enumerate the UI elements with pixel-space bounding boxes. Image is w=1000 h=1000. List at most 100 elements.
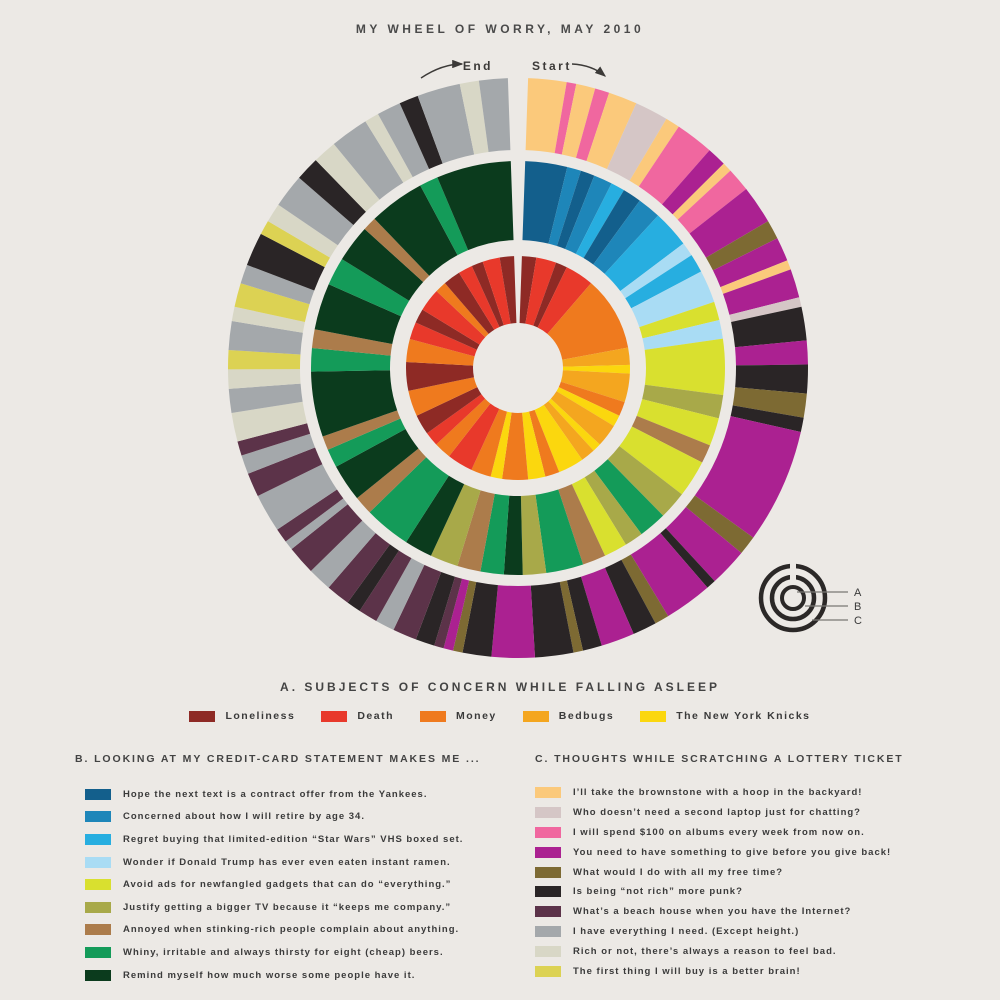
color-swatch (85, 924, 111, 936)
legend-item: Remind myself how much worse some people… (85, 964, 530, 987)
ring-C-segment (554, 82, 577, 155)
ring-C-segment (629, 118, 679, 187)
ring-C-segment (228, 321, 303, 355)
ring-B-segment (503, 495, 523, 576)
ring-B-segment (520, 494, 547, 575)
color-swatch (85, 833, 111, 845)
legend-b: B. LOOKING AT MY CREDIT-CARD STATEMENT M… (75, 753, 530, 987)
ring-A-segment (560, 370, 630, 403)
ring-A-segment (416, 387, 482, 434)
color-swatch (85, 811, 111, 823)
color-swatch (535, 826, 561, 838)
ring-B-segment (420, 177, 469, 256)
legend-item: Who doesn’t need a second laptop just fo… (535, 803, 980, 823)
ring-B-segment (619, 426, 703, 495)
ring-B-segment (556, 170, 595, 250)
legend-label: Remind myself how much worse some people… (123, 969, 416, 981)
ring-B-segment (631, 271, 715, 328)
ring-B-segment (374, 185, 458, 276)
color-swatch (535, 925, 561, 937)
ring-B-segment (457, 490, 495, 572)
ring-C-segment (399, 95, 443, 169)
legend-item: Death (321, 710, 394, 722)
ring-A-segment (534, 404, 583, 473)
ring-A-segment (519, 256, 537, 324)
ring-B-segment (369, 457, 449, 543)
ring-C-segment (677, 170, 747, 234)
color-swatch (85, 946, 111, 958)
page-title: MY WHEEL OF WORRY, MAY 2010 (355, 22, 645, 36)
color-swatch (85, 879, 111, 891)
ring-C-segment (228, 383, 303, 413)
ring-A-segment (406, 338, 475, 366)
ring-key-label-b: B (854, 601, 862, 613)
ring-A-segment (550, 391, 614, 445)
color-swatch (535, 965, 561, 977)
ring-A-segment (558, 381, 625, 416)
legend-label: I have everything I need. (Except height… (573, 925, 800, 937)
ring-C-segment (246, 233, 325, 291)
ring-B-segment (437, 161, 514, 251)
ring-A-segment (522, 411, 546, 480)
ring-B-segment (336, 429, 419, 499)
color-swatch (85, 856, 111, 868)
ring-A-segment (562, 347, 630, 367)
legend-label: You need to have something to give befor… (573, 846, 892, 858)
color-swatch (535, 846, 561, 858)
ring-A-segment (482, 257, 511, 326)
ring-A-segment (543, 401, 594, 460)
legend-label: Hope the next text is a contract offer f… (123, 788, 428, 800)
ring-B-segment (639, 301, 720, 339)
legend-label: Money (456, 710, 497, 722)
legend-a-header: A. SUBJECTS OF CONCERN WHILE FALLING ASL… (280, 680, 720, 694)
legend-item: The first thing I will buy is a better b… (535, 961, 980, 981)
ring-C-segment (580, 567, 634, 646)
ring-B-segment (594, 459, 664, 535)
legend-label: Rich or not, there’s always a reason to … (573, 945, 837, 957)
ring-key-label-c: C (854, 615, 863, 627)
ring-A-segment (471, 261, 504, 327)
legend-item: The New York Knicks (640, 710, 810, 722)
legend-item: What would I do with all my free time? (535, 862, 980, 882)
ring-A-segment (415, 309, 480, 350)
ring-B-segment (327, 418, 406, 467)
ring-C-segment (559, 580, 584, 653)
legend-item: Loneliness (189, 710, 295, 722)
ring-C-segment (723, 269, 800, 315)
legend-label: Concerned about how I will retire by age… (123, 811, 365, 823)
ring-B-segment (328, 259, 410, 317)
ring-B-segment (314, 284, 401, 345)
ring-C-segment (660, 528, 715, 588)
legend-item: Avoid ads for newfangled gadgets that ca… (85, 873, 530, 896)
ring-A-segment (436, 398, 491, 457)
ring-B-segment (583, 190, 640, 265)
legend-b-header: B. LOOKING AT MY CREDIT-CARD STATEMENT M… (75, 753, 481, 765)
ring-B-segment (357, 448, 427, 513)
color-swatch (321, 710, 348, 722)
ring-A-segment (409, 322, 477, 357)
ring-C-segment (231, 401, 308, 442)
ring-B-segment (311, 370, 398, 437)
legend-label: What’s a beach house when you have the I… (573, 906, 852, 918)
ring-C-segment (685, 495, 754, 553)
legend-c-header: C. THOUGHTS WHILE SCRATCHING A LOTTERY T… (535, 753, 904, 765)
ring-C-segment (257, 464, 337, 530)
color-swatch (535, 787, 561, 799)
legend-label: The first thing I will buy is a better b… (573, 965, 801, 977)
ring-C-segment (267, 204, 338, 258)
ring-A-segment (533, 262, 567, 328)
legend-item: Concerned about how I will retire by age… (85, 806, 530, 829)
ring-C-segment (434, 576, 463, 649)
ring-C-segment (417, 83, 475, 164)
color-swatch (522, 710, 549, 722)
ring-C-segment (377, 103, 430, 178)
ring-C-segment (285, 498, 348, 550)
legend-item: Money (420, 710, 497, 722)
legend-item: I’ll take the brownstone with a hoop in … (535, 783, 980, 803)
ring-C-segment (260, 221, 331, 268)
color-swatch (420, 710, 447, 722)
ring-C-segment (561, 83, 596, 158)
ring-C-segment (712, 238, 788, 288)
ring-C-segment (459, 80, 489, 155)
ring-C-segment (672, 163, 731, 220)
